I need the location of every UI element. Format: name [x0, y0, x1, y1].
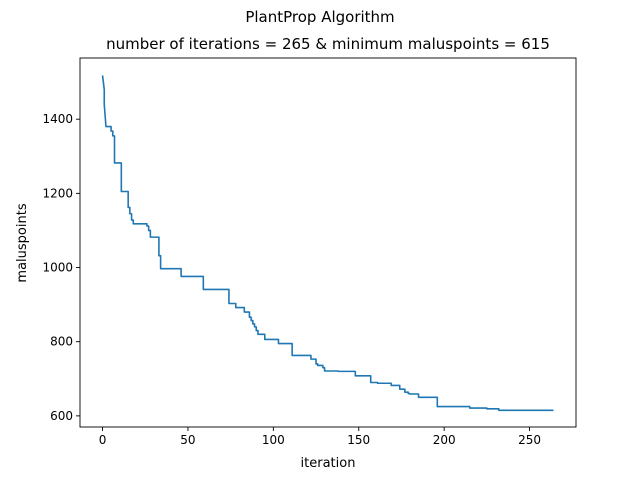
x-axis-ticks: 0 50 100 150 200 250 [99, 427, 541, 447]
x-tick-label: 250 [518, 433, 541, 447]
series-line [101, 75, 554, 412]
x-tick-label: 200 [433, 433, 456, 447]
x-axis-label: iteration [301, 456, 356, 471]
y-tick-label: 600 [50, 409, 73, 423]
y-tick-label: 800 [50, 335, 73, 349]
y-tick-label: 1200 [42, 186, 73, 200]
plot-area-frame [79, 57, 577, 428]
y-tick-label: 1000 [42, 261, 73, 275]
y-axis-ticks: 600 800 1000 1200 1400 [42, 112, 80, 423]
y-axis-label: maluspoints [15, 203, 30, 282]
figure-suptitle: PlantProp Algorithm [245, 8, 394, 26]
y-tick-label: 1400 [42, 112, 73, 126]
x-tick-label: 0 [99, 433, 107, 447]
x-tick-label: 100 [262, 433, 285, 447]
chart-title: number of iterations = 265 & minimum mal… [106, 35, 550, 53]
x-tick-label: 150 [347, 433, 370, 447]
x-tick-label: 50 [180, 433, 195, 447]
